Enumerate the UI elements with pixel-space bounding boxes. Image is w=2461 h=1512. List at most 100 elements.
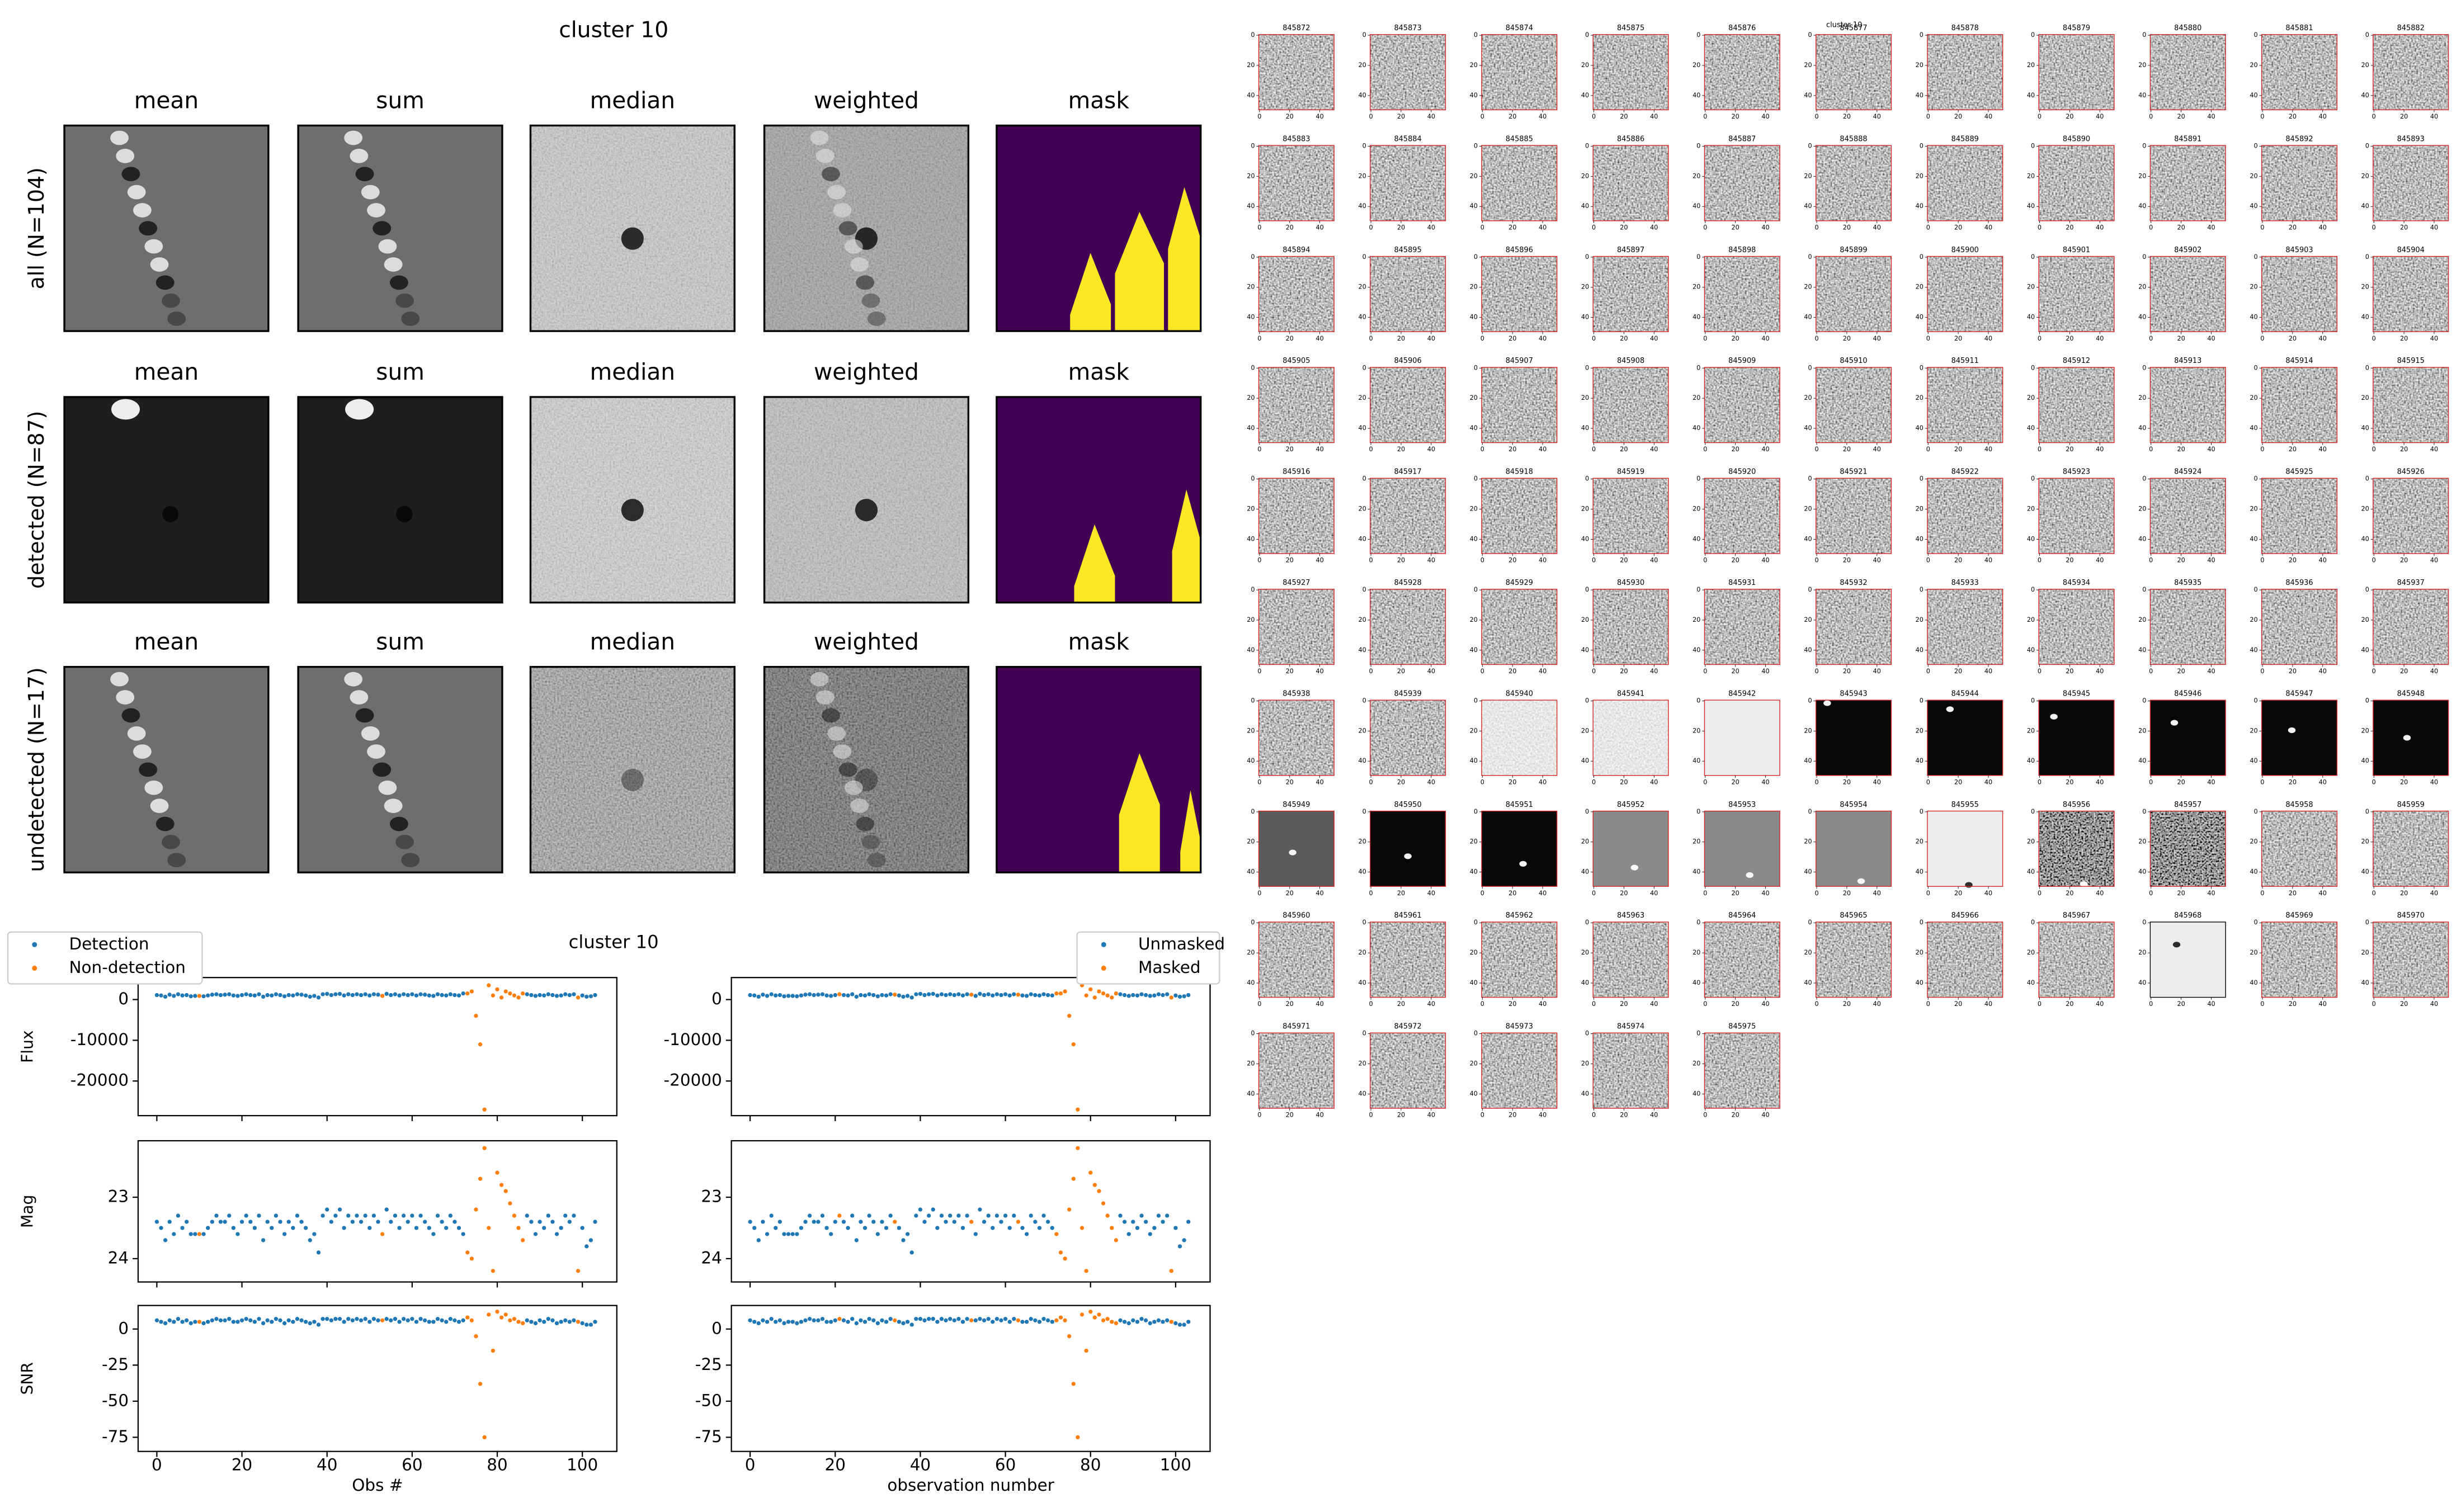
thumbnail-label: 845919: [1617, 468, 1644, 476]
thumbnail-tick-label: 40: [2138, 535, 2146, 542]
x-axis-label: Obs #: [352, 1476, 403, 1495]
data-point: [1020, 1226, 1025, 1230]
thumbnail-tick-label: 20: [1470, 62, 1478, 69]
thumbnail-tick-label: 0: [1696, 697, 1700, 704]
thumbnail-tick-label: 40: [1427, 113, 1435, 120]
thumbnail-tick-label: 40: [2430, 668, 2438, 675]
thumbnail-tick-label: 20: [2177, 778, 2185, 786]
data-point: [918, 1317, 923, 1321]
data-point: [456, 1226, 461, 1230]
thumbnail-tick-label: 0: [2372, 446, 2376, 453]
plot-frame: [137, 1305, 617, 1452]
y-tick-label: -25: [695, 1355, 722, 1374]
data-point: [410, 1317, 414, 1321]
thumbnail-tick-label: 20: [1508, 1000, 1516, 1008]
image-frame: [63, 396, 270, 604]
image-streak: [861, 293, 880, 308]
data-point: [529, 993, 534, 998]
thumbnail-image: [1593, 700, 1668, 776]
thumbnail-tick-label: 0: [1481, 1000, 1484, 1008]
data-point: [393, 1317, 398, 1321]
thumbnail-tick-label: 40: [1316, 224, 1323, 231]
data-point: [214, 1317, 219, 1321]
thumbnail-frame: [1704, 256, 1780, 332]
data-point: [231, 993, 235, 998]
thumbnail-tick-label: 0: [2031, 808, 2035, 815]
data-point: [533, 1232, 538, 1236]
thumbnail-image: [1816, 34, 1892, 110]
data-point: [397, 1226, 402, 1230]
thumbnail-image: [2373, 256, 2449, 332]
data-point: [790, 1232, 795, 1236]
thumbnail-tick-label: 0: [2365, 364, 2369, 371]
legend-box: [1076, 931, 1220, 985]
thumbnail-tick-label: 0: [2260, 113, 2264, 120]
thumbnail-frame: [1258, 367, 1335, 443]
thumbnail-tick-label: 20: [2400, 668, 2408, 675]
data-point: [376, 1220, 380, 1224]
data-point: [274, 992, 279, 996]
image-spot: [621, 499, 644, 522]
data-point: [214, 1213, 219, 1218]
data-point: [786, 994, 791, 998]
thumbnail-tick-label: 20: [1620, 113, 1628, 120]
thumbnail-tick-label: 20: [1470, 1060, 1478, 1067]
data-point: [304, 993, 308, 998]
data-point: [982, 1220, 987, 1224]
data-point: [880, 1220, 884, 1224]
thumbnail-tick-label: 0: [1362, 808, 1366, 815]
data-point: [508, 1318, 512, 1322]
thumbnail-image: [1370, 811, 1446, 887]
image-streak: [139, 221, 158, 236]
thumbnail-image: [1370, 922, 1446, 998]
thumbnail-tick-label: 40: [1581, 868, 1589, 876]
data-point: [1182, 1322, 1186, 1327]
data-point: [478, 1042, 483, 1047]
thumbnail-tick-label: 40: [1916, 314, 1923, 321]
data-point: [546, 1317, 550, 1321]
data-point: [495, 1170, 499, 1175]
data-point: [812, 1220, 816, 1224]
thumbnail-label: 845924: [2174, 468, 2201, 476]
thumbnail-image: [2150, 922, 2226, 998]
thumbnail-tick-label: 0: [1920, 475, 1923, 483]
data-point: [235, 994, 240, 998]
thumbnail-label: 845933: [1951, 579, 1979, 587]
data-point: [448, 992, 452, 996]
thumbnail-tick-label: 40: [1316, 446, 1323, 453]
thumbnail-image: [2373, 34, 2449, 110]
data-point: [880, 993, 884, 998]
legend-label: Detection: [69, 934, 149, 953]
thumbnail-tick-label: 20: [1358, 284, 1366, 291]
thumbnail-frame: [1815, 256, 1892, 332]
thumbnail-tick-label: 0: [1808, 31, 1812, 39]
data-point: [525, 1318, 529, 1322]
thumbnail-tick-label: 20: [2027, 505, 2035, 513]
data-point: [431, 1320, 436, 1324]
thumbnail-tick-label: 20: [1397, 113, 1405, 120]
thumbnail-tick-label: 40: [1539, 1112, 1547, 1119]
thumbnail-frame: [1370, 589, 1446, 665]
data-point: [444, 993, 449, 998]
thumbnail-tick-label: 0: [1592, 668, 1596, 675]
image-streak: [384, 798, 403, 813]
data-point: [956, 992, 961, 996]
data-point: [359, 1220, 364, 1224]
thumbnail-label: 845934: [2063, 579, 2090, 587]
data-point: [948, 1213, 953, 1218]
thumbnail-source: [1946, 706, 1954, 712]
thumbnail-tick-label: 0: [1814, 335, 1818, 342]
data-point: [1076, 1435, 1080, 1440]
data-point: [1165, 992, 1170, 996]
thumbnail-tick-label: 20: [1581, 1060, 1589, 1067]
data-point: [1054, 1318, 1059, 1322]
thumbnail-frame: [1592, 700, 1669, 776]
thumbnail-tick-label: 20: [1692, 394, 1700, 401]
thumbnail-image: [1704, 922, 1780, 998]
thumbnail-tick-label: 20: [2250, 62, 2257, 69]
thumbnail-tick-label: 0: [1481, 778, 1484, 786]
thumbnail-tick-label: 0: [2253, 253, 2257, 261]
thumbnail-tick-label: 0: [1362, 919, 1366, 926]
thumbnail-tick-label: 0: [1481, 224, 1484, 231]
data-point: [206, 1226, 210, 1230]
